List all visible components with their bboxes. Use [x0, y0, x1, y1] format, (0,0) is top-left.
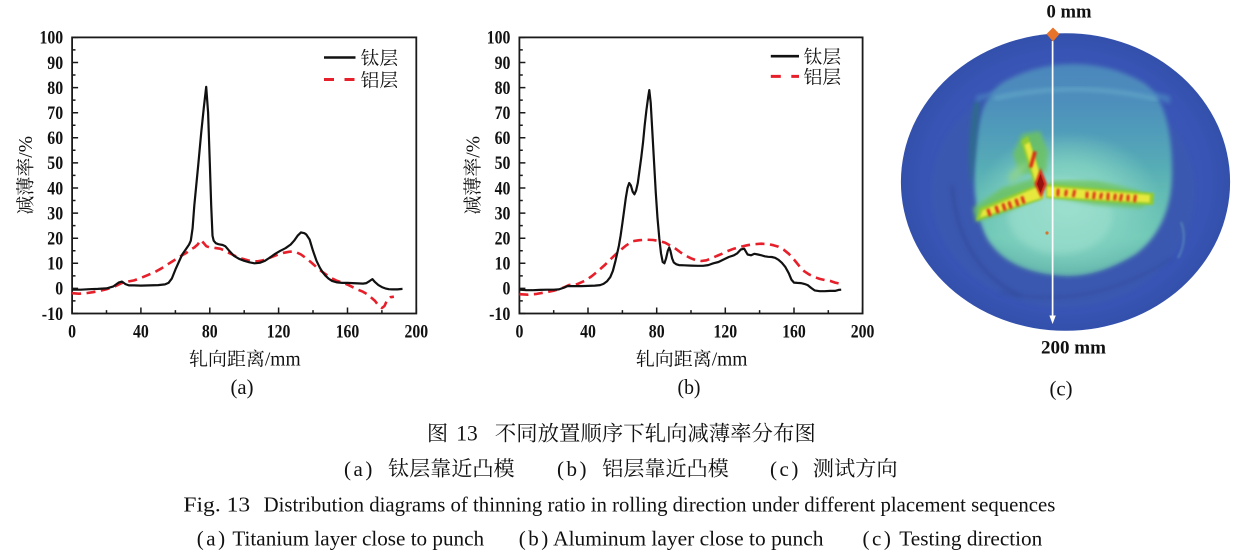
svg-text:Fig. 13: Fig. 13 — [183, 493, 250, 517]
svg-text:200 mm: 200 mm — [1041, 338, 1106, 359]
svg-text:Testing direction: Testing direction — [899, 527, 1042, 551]
svg-text:40: 40 — [495, 178, 511, 199]
svg-text:100: 100 — [487, 28, 511, 49]
svg-text:(a): (a) — [344, 457, 375, 481]
svg-text:90: 90 — [495, 53, 511, 74]
svg-text:/mm: /mm — [265, 350, 301, 371]
svg-text:0 mm: 0 mm — [1047, 2, 1092, 23]
svg-text:20: 20 — [47, 229, 63, 250]
svg-text:60: 60 — [47, 128, 63, 149]
svg-text:200: 200 — [851, 322, 875, 343]
svg-text:70: 70 — [495, 103, 511, 124]
svg-text:Aluminum layer close to punch: Aluminum layer close to punch — [553, 527, 824, 551]
svg-text:/%: /% — [463, 136, 484, 158]
svg-text:30: 30 — [495, 203, 511, 224]
svg-text:40: 40 — [133, 322, 149, 343]
svg-text:(c): (c) — [770, 457, 801, 481]
svg-text:Distribution diagrams of thinn: Distribution diagrams of thinning ratio … — [264, 493, 1056, 517]
svg-text:80: 80 — [495, 78, 511, 99]
svg-text:120: 120 — [267, 322, 291, 343]
svg-text:90: 90 — [47, 53, 63, 74]
svg-text:/mm: /mm — [712, 350, 748, 371]
svg-text:160: 160 — [782, 322, 806, 343]
svg-text:(c): (c) — [1050, 377, 1073, 401]
svg-text:(c): (c) — [863, 527, 894, 551]
svg-text:(b): (b) — [519, 527, 551, 551]
svg-text:10: 10 — [47, 254, 63, 275]
svg-text:120: 120 — [714, 322, 738, 343]
svg-text:(b): (b) — [678, 375, 701, 399]
svg-text:0: 0 — [503, 279, 511, 300]
svg-text:Titanium layer close to punch: Titanium layer close to punch — [232, 527, 484, 551]
svg-text:160: 160 — [336, 322, 360, 343]
svg-text:-10: -10 — [42, 304, 63, 325]
svg-text:(b): (b) — [557, 457, 589, 481]
svg-text:10: 10 — [495, 254, 511, 275]
svg-text:50: 50 — [47, 153, 63, 174]
svg-text:(a): (a) — [231, 375, 254, 399]
svg-text:0: 0 — [68, 322, 76, 343]
svg-text:60: 60 — [495, 128, 511, 149]
svg-text:80: 80 — [649, 322, 665, 343]
svg-text:70: 70 — [47, 103, 63, 124]
svg-text:/%: /% — [16, 136, 37, 158]
svg-text:(a): (a) — [197, 527, 228, 551]
svg-text:13: 13 — [456, 421, 478, 446]
svg-text:0: 0 — [515, 322, 523, 343]
svg-text:40: 40 — [580, 322, 596, 343]
svg-text:200: 200 — [405, 322, 429, 343]
svg-text:80: 80 — [202, 322, 218, 343]
svg-text:-10: -10 — [489, 304, 510, 325]
svg-text:30: 30 — [47, 203, 63, 224]
svg-text:0: 0 — [55, 279, 63, 300]
svg-text:50: 50 — [495, 153, 511, 174]
svg-text:100: 100 — [40, 28, 64, 49]
svg-text:40: 40 — [47, 178, 63, 199]
svg-text:80: 80 — [47, 78, 63, 99]
svg-text:20: 20 — [495, 229, 511, 250]
